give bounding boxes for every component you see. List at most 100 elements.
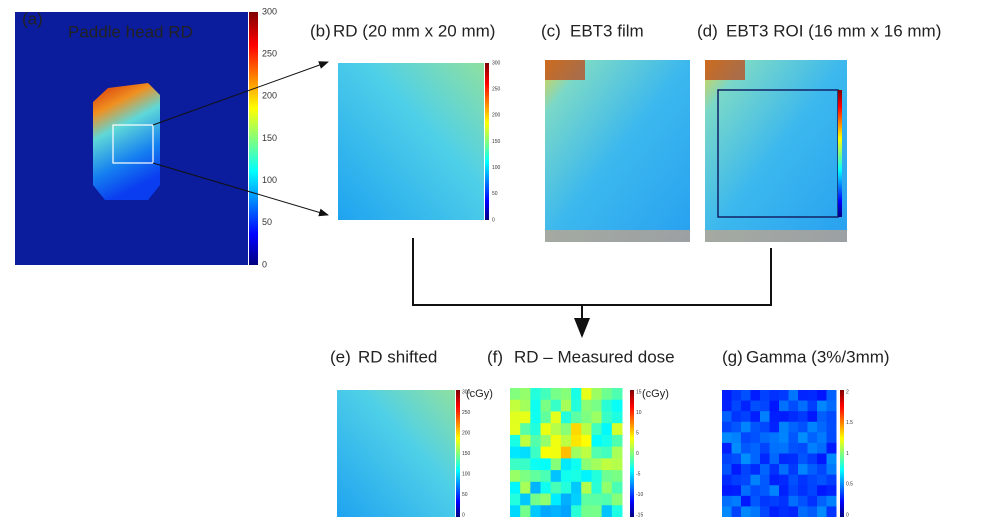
pixel <box>571 435 582 447</box>
pixel <box>722 411 732 422</box>
colorbar-tick-label: 1.5 <box>846 420 853 426</box>
colorbar-tick-label: 300 <box>462 389 471 395</box>
panel-title: Paddle head RD <box>68 22 193 41</box>
pixel <box>520 494 531 506</box>
panel-title: EBT3 ROI (16 mm x 16 mm) <box>726 21 941 40</box>
pixel <box>571 458 582 470</box>
pixel <box>827 422 837 433</box>
pixel <box>510 447 521 459</box>
pixel <box>779 432 789 443</box>
pixel <box>808 443 818 454</box>
colorbar-tick-label: 0 <box>462 512 465 517</box>
pixel <box>741 506 751 517</box>
pixel <box>510 482 521 494</box>
pixel <box>817 454 827 465</box>
panel-label: (b) <box>310 21 331 40</box>
pixel <box>530 423 541 435</box>
pixel <box>561 494 572 506</box>
pixel <box>722 485 732 496</box>
colorbar-tick-label: 250 <box>262 49 277 59</box>
pixel <box>779 496 789 507</box>
pixel <box>770 390 780 401</box>
pixel <box>817 390 827 401</box>
panel-title: RD (20 mm x 20 mm) <box>333 21 495 40</box>
colorbar-tick-label: 100 <box>262 175 277 185</box>
pixel <box>789 496 799 507</box>
pixel <box>732 464 742 475</box>
pixel <box>541 458 552 470</box>
pixel <box>541 482 552 494</box>
pixel <box>510 505 521 517</box>
colorbar-tick-label: 150 <box>262 133 277 143</box>
pixel <box>779 506 789 517</box>
pixel <box>510 423 521 435</box>
pixel <box>798 443 808 454</box>
pixel <box>612 470 623 482</box>
pixel <box>732 432 742 443</box>
pixel <box>561 411 572 423</box>
pixel <box>591 423 602 435</box>
colorbar-tick-label: 2 <box>846 389 849 395</box>
colorbar-tick-label: 50 <box>262 217 272 227</box>
pixel <box>510 411 521 423</box>
colorbar-tick-label: 250 <box>462 410 471 416</box>
pixel <box>751 464 761 475</box>
pixel <box>520 458 531 470</box>
colorbar-tick-label: 250 <box>492 86 501 92</box>
pixel <box>612 447 623 459</box>
colorbar-tick-label: 150 <box>462 451 471 457</box>
pixel <box>602 494 613 506</box>
pixel <box>789 432 799 443</box>
panel-label: (f) <box>487 347 503 366</box>
pixel <box>741 422 751 433</box>
colorbar <box>838 90 842 217</box>
pixel <box>581 470 592 482</box>
pixel <box>808 411 818 422</box>
pixel <box>770 485 780 496</box>
pixel <box>808 401 818 412</box>
colorbar-tick-label: 100 <box>462 471 471 477</box>
pixel <box>789 464 799 475</box>
pixel <box>530 411 541 423</box>
pixel <box>827 485 837 496</box>
pixel <box>530 388 541 400</box>
pixel <box>760 401 770 412</box>
colorbar-tick-label: -15 <box>636 512 643 517</box>
pixel <box>581 400 592 412</box>
colorbar-tick-label: 50 <box>462 492 468 498</box>
pixel <box>551 458 562 470</box>
pixel <box>612 388 623 400</box>
pixel <box>561 400 572 412</box>
pixel <box>741 432 751 443</box>
pixel <box>530 494 541 506</box>
pixel <box>612 458 623 470</box>
pixel <box>817 485 827 496</box>
pixel <box>751 506 761 517</box>
pixel <box>510 458 521 470</box>
pixel <box>561 435 572 447</box>
pixel <box>541 423 552 435</box>
pixel <box>541 435 552 447</box>
pixel <box>770 496 780 507</box>
pixel <box>561 458 572 470</box>
pixel <box>741 475 751 486</box>
pixel <box>510 400 521 412</box>
pixel <box>561 447 572 459</box>
panel-label: (g) <box>722 347 743 366</box>
pixel <box>779 464 789 475</box>
pixel <box>520 505 531 517</box>
pixel <box>602 505 613 517</box>
pixel <box>789 443 799 454</box>
pixel <box>732 454 742 465</box>
pixel <box>571 423 582 435</box>
pixel <box>741 485 751 496</box>
panel-label: (e) <box>330 347 351 366</box>
pixel <box>789 401 799 412</box>
colorbar-tick-label: 200 <box>492 113 501 119</box>
pixel <box>808 485 818 496</box>
pixel <box>741 390 751 401</box>
pixel <box>732 390 742 401</box>
pixel <box>722 496 732 507</box>
gamma-map <box>722 390 837 517</box>
colorbar <box>630 390 634 517</box>
